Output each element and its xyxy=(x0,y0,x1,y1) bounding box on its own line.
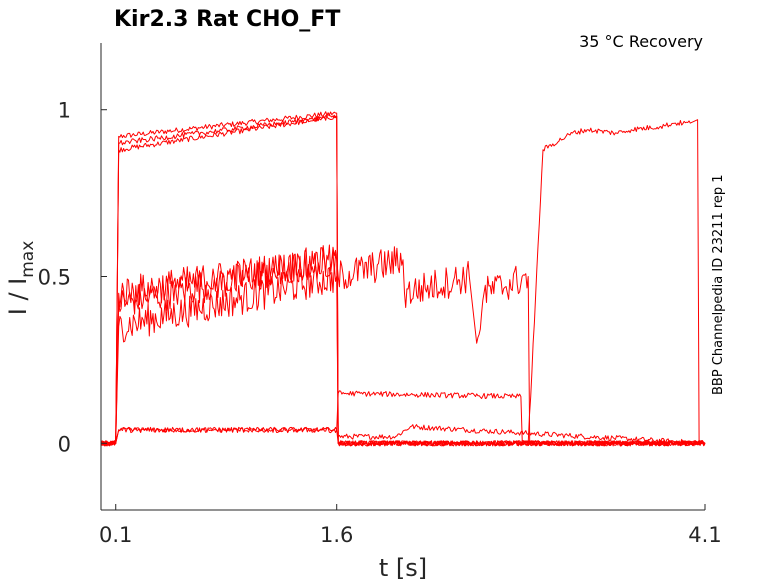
series-trace-6 xyxy=(100,390,706,447)
series-trace-8 xyxy=(100,114,705,447)
y-tick-label: 0.5 xyxy=(38,266,71,290)
series-trace-7 xyxy=(100,244,706,447)
side-label: BBP Channelpedia ID 23211 rep 1 xyxy=(711,174,726,395)
x-axis-label: t [s] xyxy=(379,554,427,582)
traces-group xyxy=(100,111,706,447)
y-axis-label-sub: max xyxy=(18,241,38,278)
plot-area: 0.1 1.6 4.1 00.51 xyxy=(38,43,722,547)
series-trace-3 xyxy=(100,247,706,447)
y-tick-label: 0 xyxy=(58,432,71,456)
series-trace-4 xyxy=(100,264,706,447)
y-axis-label: I / Imax xyxy=(4,241,38,316)
series-trace-2 xyxy=(100,114,706,447)
x-ticks-group: 0.1 1.6 4.1 xyxy=(99,504,722,547)
y-ticks-group: 00.51 xyxy=(38,99,107,456)
x-tick-label: 4.1 xyxy=(688,523,721,547)
series-trace-1 xyxy=(100,111,706,447)
y-axis-label-main: I / I xyxy=(4,278,32,316)
x-tick-label: 1.6 xyxy=(320,523,353,547)
chart-annotation: 35 °C Recovery xyxy=(579,32,703,51)
chart-title: Kir2.3 Rat CHO_FT xyxy=(114,7,340,32)
x-tick-label: 0.1 xyxy=(99,523,132,547)
y-tick-label: 1 xyxy=(58,99,71,123)
